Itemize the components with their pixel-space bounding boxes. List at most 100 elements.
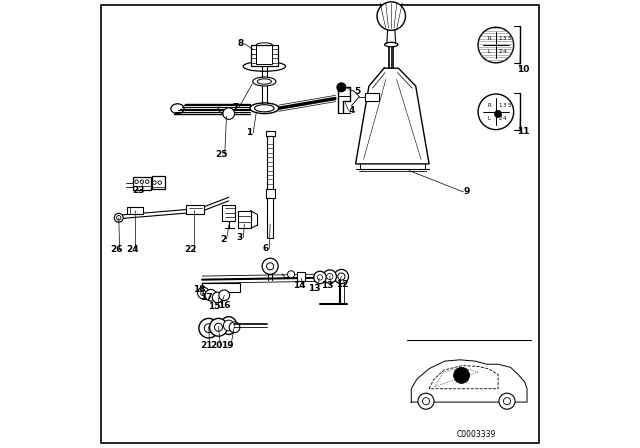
Circle shape (115, 213, 124, 222)
Circle shape (495, 111, 502, 117)
Circle shape (223, 108, 234, 119)
Text: 15: 15 (208, 302, 220, 311)
Bar (186, 205, 204, 214)
Circle shape (478, 27, 514, 63)
Text: 3: 3 (237, 233, 243, 242)
Circle shape (158, 181, 161, 185)
Text: 1: 1 (246, 128, 253, 137)
Text: 13: 13 (308, 284, 321, 293)
Circle shape (337, 83, 346, 92)
Text: 25: 25 (215, 150, 227, 159)
Text: 24: 24 (126, 246, 138, 254)
Text: 3: 3 (503, 36, 506, 41)
Text: 7: 7 (232, 103, 239, 112)
Circle shape (229, 322, 240, 332)
Text: R: R (487, 103, 491, 108)
Bar (257, 45, 273, 64)
Bar (267, 198, 273, 238)
Bar (267, 136, 273, 189)
Circle shape (326, 273, 333, 280)
Text: 4: 4 (503, 116, 506, 121)
Bar (133, 177, 151, 190)
Text: 6: 6 (262, 244, 269, 253)
Bar (127, 207, 143, 214)
Bar (152, 176, 165, 189)
Text: 2: 2 (499, 116, 502, 121)
Circle shape (135, 180, 138, 184)
Circle shape (478, 94, 514, 129)
Ellipse shape (385, 43, 398, 47)
Circle shape (204, 324, 213, 332)
Bar (266, 130, 275, 136)
Bar (365, 93, 379, 101)
Text: R: R (487, 36, 491, 41)
Text: 14: 14 (293, 281, 306, 290)
Text: 12: 12 (336, 280, 349, 289)
Bar (222, 205, 236, 221)
Text: 10: 10 (517, 65, 530, 73)
Circle shape (338, 273, 345, 280)
Ellipse shape (171, 104, 184, 114)
Text: 23: 23 (132, 186, 145, 195)
Text: 26: 26 (110, 246, 122, 254)
Text: L: L (488, 49, 491, 54)
Text: 5: 5 (508, 36, 511, 41)
Bar (202, 283, 240, 292)
Text: 5: 5 (354, 87, 360, 96)
Circle shape (267, 263, 274, 270)
Circle shape (334, 269, 349, 284)
Circle shape (145, 180, 149, 184)
Text: 4: 4 (503, 49, 506, 54)
Circle shape (201, 290, 206, 296)
Circle shape (212, 292, 223, 303)
Circle shape (262, 258, 278, 274)
Circle shape (422, 398, 429, 405)
Text: 22: 22 (184, 246, 197, 254)
Circle shape (116, 215, 121, 220)
Ellipse shape (257, 79, 271, 84)
Circle shape (214, 323, 223, 332)
Circle shape (198, 287, 209, 299)
Text: 3: 3 (503, 103, 506, 108)
Text: 2: 2 (220, 235, 226, 244)
Circle shape (418, 393, 434, 409)
Text: 1: 1 (499, 36, 502, 41)
Ellipse shape (255, 105, 274, 112)
Bar (238, 211, 250, 228)
Text: 9: 9 (464, 187, 470, 196)
Circle shape (499, 393, 515, 409)
Ellipse shape (243, 61, 285, 71)
Circle shape (219, 290, 230, 301)
Text: 2: 2 (499, 49, 502, 54)
Circle shape (287, 271, 294, 278)
Text: L: L (488, 116, 491, 121)
Circle shape (377, 2, 406, 30)
Text: C0003339: C0003339 (456, 430, 495, 439)
Text: 1: 1 (499, 103, 502, 108)
Circle shape (140, 180, 144, 184)
Circle shape (323, 270, 337, 283)
Circle shape (317, 275, 323, 280)
Text: 20: 20 (211, 340, 223, 349)
Circle shape (223, 320, 234, 331)
Circle shape (314, 271, 326, 284)
Ellipse shape (257, 43, 273, 47)
Text: 16: 16 (218, 301, 231, 310)
Text: 17: 17 (200, 293, 212, 302)
Bar (297, 271, 305, 281)
Circle shape (504, 398, 511, 405)
Circle shape (205, 289, 217, 301)
Text: 11: 11 (517, 127, 530, 136)
Ellipse shape (253, 77, 276, 86)
Circle shape (152, 181, 156, 185)
Circle shape (209, 319, 227, 336)
Circle shape (454, 367, 470, 383)
Text: 13: 13 (321, 281, 333, 290)
Circle shape (199, 319, 218, 338)
Text: 8: 8 (237, 39, 244, 48)
Bar (266, 189, 275, 198)
Bar (251, 45, 278, 66)
Text: 5: 5 (508, 103, 511, 108)
Text: 21: 21 (200, 340, 212, 349)
Ellipse shape (250, 103, 279, 114)
